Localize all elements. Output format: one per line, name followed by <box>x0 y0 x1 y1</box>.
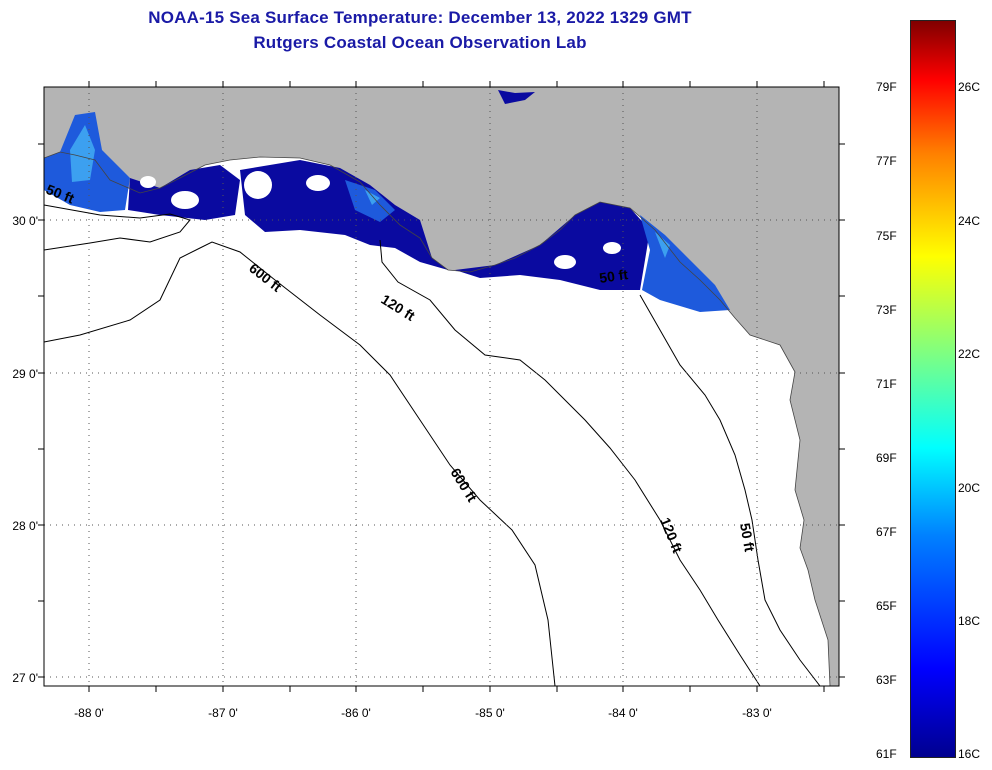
lon-label-87: -87 0' <box>208 706 238 720</box>
colorbar-f-79: 79F <box>876 80 897 94</box>
colorbar-f-63: 63F <box>876 673 897 687</box>
colorbar-f-65: 65F <box>876 599 897 613</box>
lat-label-29: 29 0' <box>12 367 38 381</box>
chart-subtitle: Rutgers Coastal Ocean Observation Lab <box>253 33 587 52</box>
depth-contours <box>44 204 821 686</box>
lon-label-83: -83 0' <box>742 706 772 720</box>
lon-label-88: -88 0' <box>74 706 104 720</box>
lon-label-84: -84 0' <box>608 706 638 720</box>
contour-600ft <box>44 241 556 686</box>
colorbar-c-16: 16C <box>958 747 981 761</box>
contour-label-50ft-bay: 50 ft <box>598 266 629 286</box>
cloud-gaps <box>140 171 621 269</box>
axis-ticks <box>38 81 845 692</box>
colorbar-f-75: 75F <box>876 229 897 243</box>
contour-label-50ft-east: 50 ft <box>737 522 758 553</box>
lon-label-86: -86 0' <box>341 706 371 720</box>
land-area <box>44 87 839 686</box>
lat-label-30: 30 0' <box>12 214 38 228</box>
colorbar-c-26: 26C <box>958 80 981 94</box>
colorbar-f-73: 73F <box>876 303 897 317</box>
graticule <box>44 87 839 686</box>
colorbar <box>910 20 956 758</box>
colorbar-c-24: 24C <box>958 214 981 228</box>
lat-label-27: 27 0' <box>12 671 38 685</box>
colorbar-c-18: 18C <box>958 614 981 628</box>
colorbar-f-71: 71F <box>876 377 897 391</box>
contour-120ft <box>379 239 761 686</box>
colorbar-f-69: 69F <box>876 451 897 465</box>
map-frame <box>43 86 840 687</box>
colorbar-c-22: 22C <box>958 347 981 361</box>
colorbar-f-61: 61F <box>876 747 897 761</box>
contour-50ft <box>44 204 191 251</box>
colorbar-f-77: 77F <box>876 154 897 168</box>
contour-50ft-east <box>639 294 821 686</box>
colorbar-f-67: 67F <box>876 525 897 539</box>
lon-label-85: -85 0' <box>475 706 505 720</box>
colorbar-c-20: 20C <box>958 481 981 495</box>
chart-title: NOAA-15 Sea Surface Temperature: Decembe… <box>148 8 692 27</box>
lat-label-28: 28 0' <box>12 519 38 533</box>
